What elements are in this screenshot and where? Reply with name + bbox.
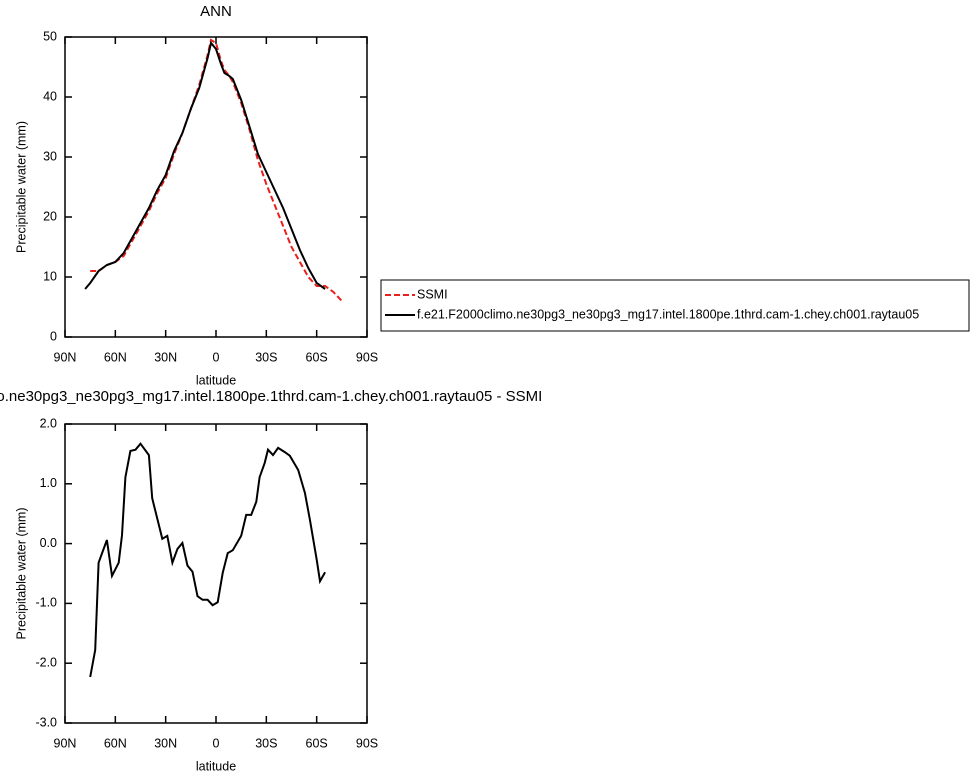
x-tick-label: 30N	[154, 350, 177, 364]
y-tick-label: 0	[50, 329, 57, 343]
y-tick-label: -1.0	[35, 596, 57, 610]
y-tick-label: 2.0	[40, 416, 57, 430]
data-line	[90, 38, 343, 302]
y-tick-label: 20	[43, 209, 57, 223]
data-line	[84, 40, 326, 290]
x-tick-label: 90S	[356, 350, 378, 364]
y-tick-label: 30	[43, 149, 57, 163]
data-line	[89, 442, 326, 678]
x-tick-label: 30N	[154, 736, 177, 750]
x-axis-label: latitude	[196, 373, 236, 387]
plot-frame	[64, 36, 368, 338]
legend-label: f.e21.F2000climo.ne30pg3_ne30pg3_mg17.in…	[417, 307, 919, 321]
legend-label: SSMI	[417, 287, 448, 301]
y-tick-label: -3.0	[35, 715, 57, 729]
x-tick-label: 30S	[255, 736, 277, 750]
y-tick-label: -2.0	[35, 655, 57, 669]
plot-frame	[64, 423, 368, 724]
x-tick-label: 60N	[104, 736, 127, 750]
x-tick-label: 60N	[104, 350, 127, 364]
x-tick-label: 90N	[54, 350, 77, 364]
x-tick-label: 0	[213, 736, 220, 750]
y-axis-label: Precipitable water (mm)	[14, 508, 28, 640]
x-tick-label: 60S	[306, 350, 328, 364]
legend-box	[380, 279, 970, 332]
y-tick-label: 50	[43, 29, 57, 43]
chart-title: f.e21.F2000climo.ne30pg3_ne30pg3_mg17.in…	[0, 388, 542, 405]
x-tick-label: 90N	[54, 736, 77, 750]
y-tick-label: 40	[43, 89, 57, 103]
x-axis-label: latitude	[196, 759, 236, 773]
y-tick-label: 10	[43, 269, 57, 283]
x-tick-label: 60S	[306, 736, 328, 750]
x-tick-label: 90S	[356, 736, 378, 750]
chart-title: ANN	[200, 3, 232, 20]
y-axis-label: Precipitable water (mm)	[14, 121, 28, 253]
x-tick-label: 0	[213, 350, 220, 364]
x-tick-label: 30S	[255, 350, 277, 364]
y-tick-label: 1.0	[40, 476, 57, 490]
y-tick-label: 0.0	[40, 536, 57, 550]
